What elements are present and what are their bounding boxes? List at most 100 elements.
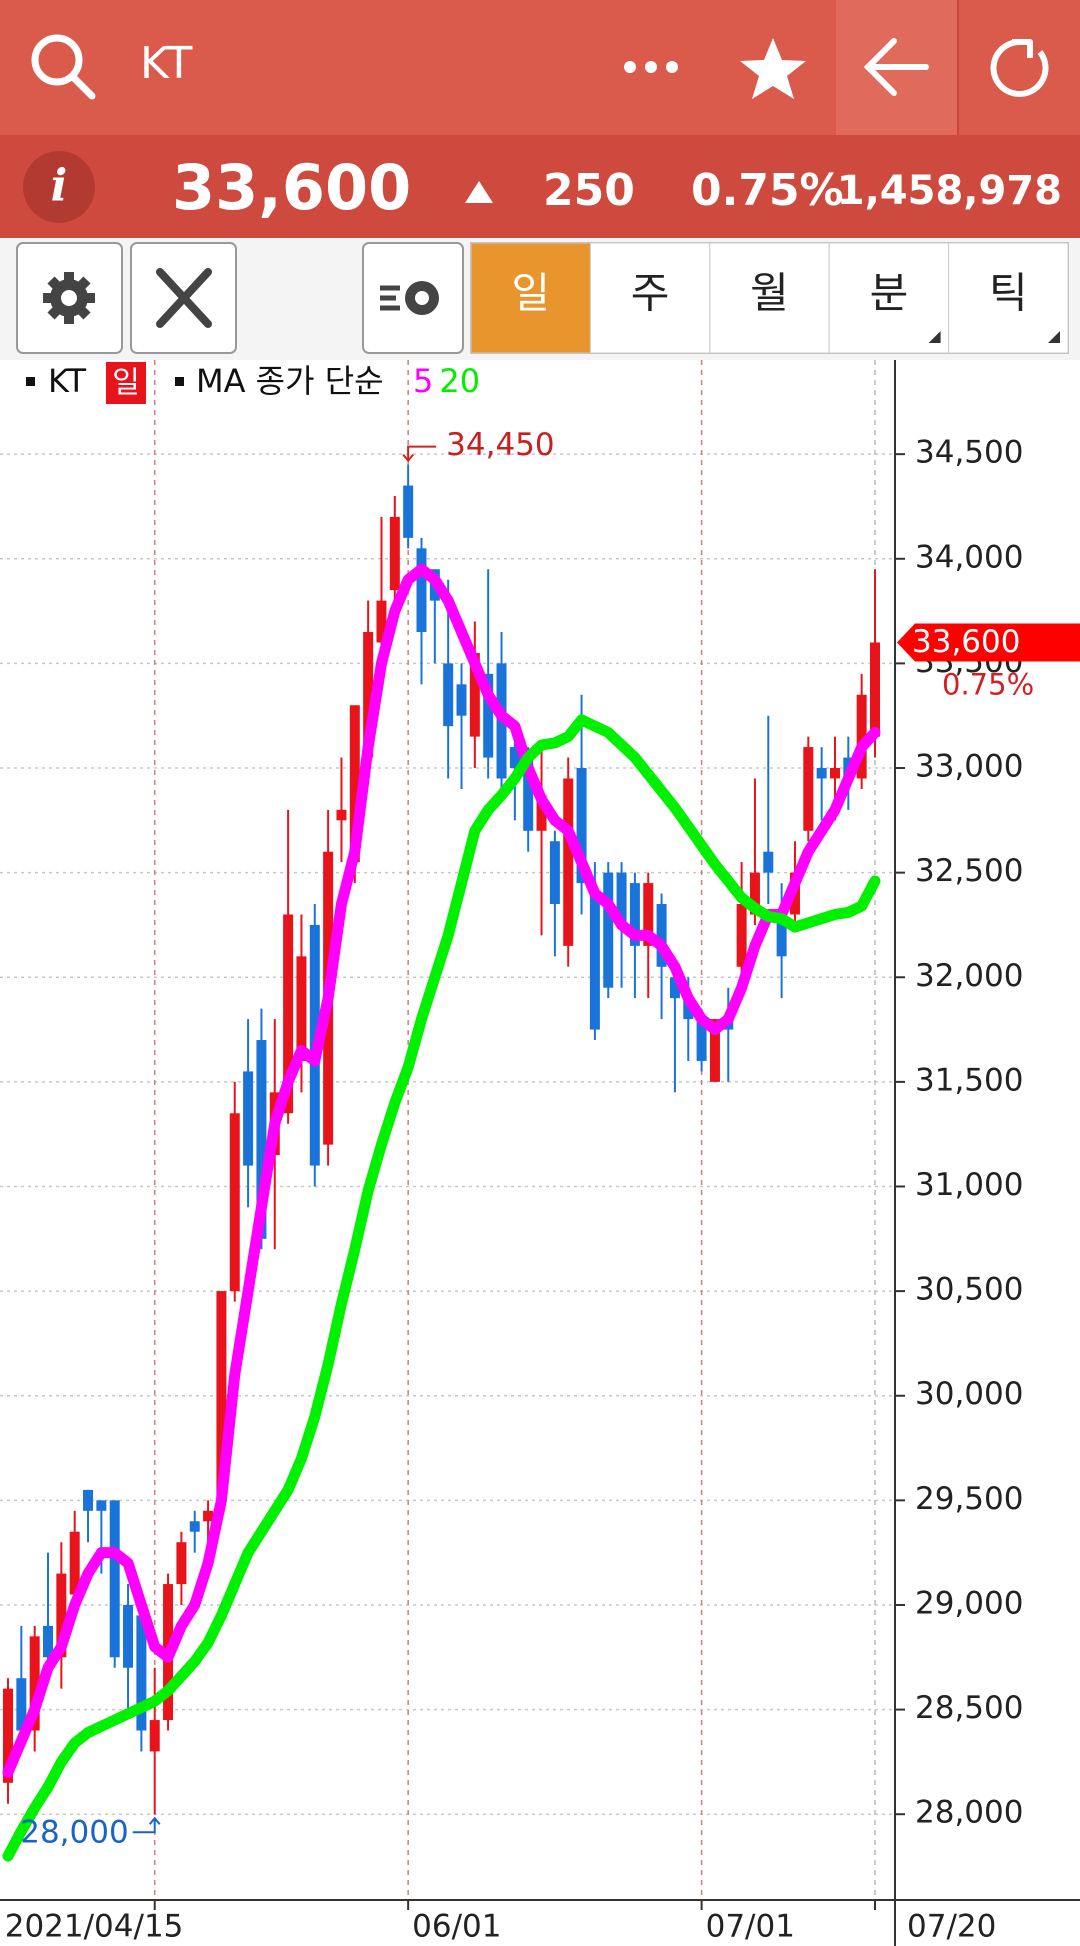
y-tick-label: 29,000: [915, 1585, 1023, 1621]
change: 250: [543, 165, 635, 216]
legend-ma: MA 종가 단순: [196, 362, 384, 400]
candle-body: [56, 1573, 67, 1658]
ma-line: [2, 714, 881, 1862]
candle-body: [643, 883, 654, 946]
candle-body: [3, 1688, 13, 1783]
tab[interactable]: [709, 242, 830, 354]
y-tick-label: 33,000: [915, 749, 1023, 785]
candle-body: [803, 747, 814, 831]
info-button[interactable]: [23, 151, 95, 223]
candle-body: [136, 1615, 147, 1731]
candle-body: [870, 642, 880, 737]
candle-body: [536, 795, 547, 831]
tab-label[interactable]: 일: [511, 269, 550, 318]
refresh-icon[interactable]: [990, 38, 1049, 97]
tab-corner: [1048, 331, 1060, 343]
tab-label[interactable]: 틱: [989, 269, 1028, 318]
candle-body: [43, 1625, 54, 1658]
candle-body: [189, 1521, 200, 1532]
candle-body: [29, 1636, 40, 1731]
tab[interactable]: [828, 242, 950, 354]
tab[interactable]: [948, 242, 1069, 354]
legend-series: 5: [413, 362, 433, 400]
candle-body: [816, 768, 827, 779]
x-tick-label: 07/01: [706, 1909, 795, 1945]
candle-body: [123, 1604, 134, 1668]
legend-period: 일: [112, 366, 140, 401]
x-tick-label: 2021/04/15: [5, 1909, 184, 1945]
y-tick-label: 31,500: [915, 1062, 1023, 1098]
search-text[interactable]: KT: [140, 38, 192, 89]
candle-body: [509, 747, 520, 769]
candle-body: [856, 694, 867, 779]
candle-body: [456, 684, 467, 716]
candle-body: [283, 914, 294, 1114]
tab-corner: [928, 331, 941, 343]
candle-body: [563, 778, 574, 946]
tab-label[interactable]: 분: [870, 269, 909, 318]
search-icon[interactable]: [31, 34, 96, 100]
y-tick-label: 34,500: [915, 435, 1023, 471]
candle-body: [696, 1019, 707, 1061]
candle-body: [616, 872, 627, 925]
candle-body: [69, 1531, 80, 1595]
candle-body: [109, 1500, 120, 1658]
back-icon[interactable]: [863, 38, 929, 96]
candle-body: [683, 998, 694, 1020]
y-tick-label: 32,500: [915, 853, 1023, 889]
y-tick-label: 34,000: [915, 539, 1023, 575]
last-change-label: 0.75%: [942, 667, 1034, 701]
candle-body: [656, 904, 667, 967]
high-arrow: [402, 445, 437, 463]
legend-marker: [26, 377, 35, 386]
legend-name: KT: [48, 362, 87, 400]
star-icon[interactable]: [740, 38, 806, 99]
candle-body: [296, 956, 307, 1061]
low-arrow: [132, 1816, 161, 1834]
candle-body: [376, 600, 387, 643]
legend-marker: [175, 377, 184, 386]
candle-body: [256, 1040, 267, 1239]
tab-label[interactable]: 주: [631, 269, 670, 318]
tab[interactable]: [589, 242, 711, 354]
price-bar: [0, 135, 1080, 238]
tools-button[interactable]: [130, 242, 237, 354]
candle-body: [363, 632, 374, 758]
y-tick-label: 28,000: [915, 1795, 1023, 1831]
candle-body: [763, 851, 774, 873]
price: 33,600: [172, 151, 411, 224]
up-arrow: [465, 181, 493, 203]
candle-body: [96, 1500, 107, 1511]
tab-label[interactable]: 월: [750, 269, 789, 318]
candle-body: [203, 1510, 214, 1522]
info-text[interactable]: i: [51, 161, 68, 212]
candle-body: [603, 872, 614, 988]
candle-body: [629, 883, 640, 946]
volume: 1,458,978: [837, 168, 1062, 214]
y-tick-label: 32,000: [915, 958, 1023, 994]
candle-body: [216, 1291, 227, 1497]
tab[interactable]: [470, 242, 591, 354]
last-price-label: 33,600: [912, 624, 1020, 660]
low-label: 28,000: [20, 1815, 128, 1851]
candle-body: [416, 548, 427, 633]
candle-body: [176, 1542, 187, 1585]
candle-body: [336, 809, 347, 821]
candle-body: [576, 768, 587, 884]
candle-body: [469, 652, 480, 737]
settings-button[interactable]: [16, 242, 123, 354]
candle-body: [389, 516, 400, 591]
candle-body: [483, 673, 494, 758]
indicator-button[interactable]: [362, 242, 464, 354]
candle-body: [403, 485, 414, 538]
y-tick-label: 29,500: [915, 1481, 1023, 1517]
legend-series: 20: [439, 362, 480, 400]
candle-body: [709, 1019, 720, 1082]
high-label: 34,450: [446, 427, 554, 463]
y-tick-label: 28,500: [915, 1690, 1023, 1726]
change-pct: 0.75%: [691, 165, 844, 216]
more-icon[interactable]: [624, 61, 678, 73]
